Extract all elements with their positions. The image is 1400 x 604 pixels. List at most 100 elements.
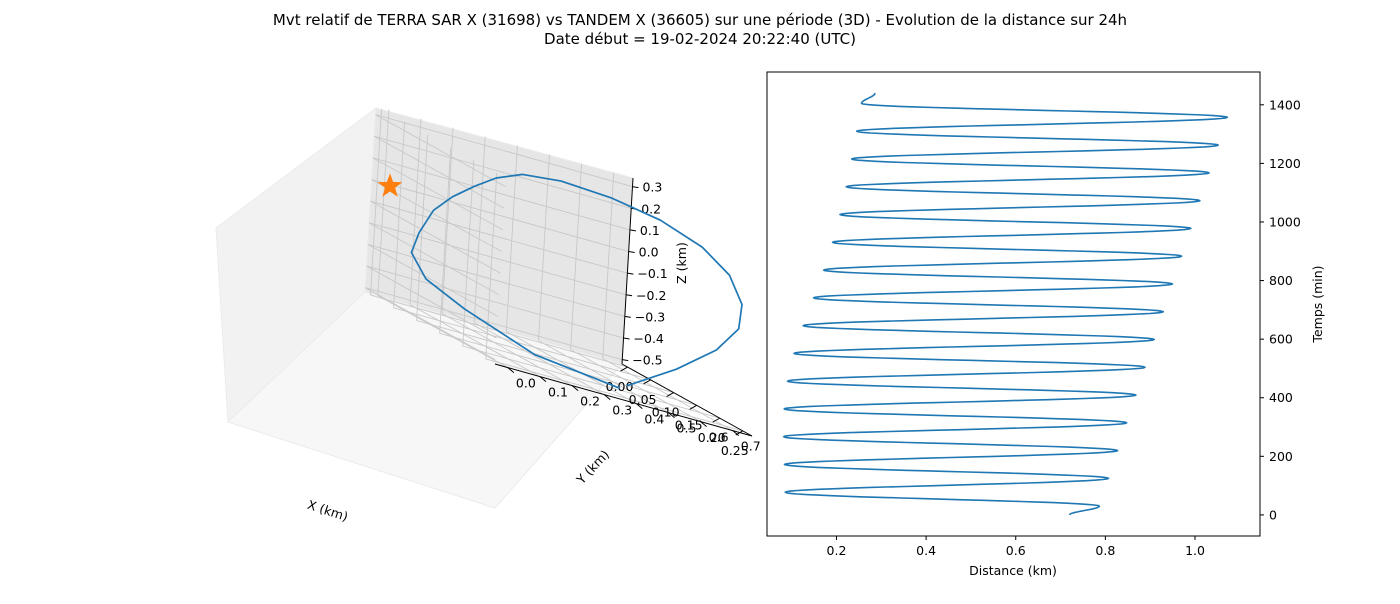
- grid-z-right: [366, 265, 624, 339]
- grid-x-wall: [393, 121, 406, 308]
- y-tick-label: 0.5: [677, 421, 697, 436]
- y-tick-label: 0.1: [548, 385, 568, 400]
- grid-x-wall: [485, 172, 498, 359]
- grid-z-left: [373, 135, 505, 209]
- x-tick-label-2d: 1.0: [1185, 543, 1205, 558]
- x-tick-label-2d: 0.6: [1006, 543, 1026, 558]
- y-tick-label: 0.7: [741, 439, 761, 454]
- y-tick-label: 0.2: [580, 394, 600, 409]
- x-tick-mark: [643, 379, 651, 385]
- x-axis-label-2d: Distance (km): [969, 563, 1057, 578]
- grid-z-left: [366, 265, 497, 339]
- axes-3d: 0.000.050.100.150.200.250.00.10.20.30.40…: [494, 177, 761, 458]
- x-tick-label: 0.20: [698, 430, 726, 445]
- trajectory-line: [410, 173, 743, 390]
- grid-z-left: [365, 287, 496, 361]
- grid-x-floor: [485, 358, 743, 432]
- distance-curve: [782, 92, 1229, 516]
- y-tick-label: 0.0: [516, 376, 536, 391]
- y-tick-mark: [507, 367, 515, 373]
- grid-x-wall: [439, 147, 452, 334]
- z-tick-mark: [622, 359, 629, 362]
- z-tick-mark: [626, 294, 633, 297]
- grid-y-wall: [377, 109, 390, 296]
- y-axis-line-3d: [621, 363, 753, 437]
- y-tick-label-2d: 200: [1269, 449, 1293, 464]
- y-tick-label-2d: 800: [1269, 273, 1293, 288]
- z-tick-label: −0.4: [634, 331, 664, 346]
- origin-star-marker: [377, 173, 403, 197]
- z-tick-label: 0.3: [642, 180, 662, 195]
- y-tick-label-2d: 0: [1269, 507, 1277, 522]
- x-axis-line-3d: [494, 363, 753, 437]
- grid-z-left: [367, 244, 499, 317]
- y-tick-label-2d: 1000: [1269, 214, 1301, 229]
- grid-z-right: [370, 200, 628, 274]
- y-tick-mark: [700, 421, 707, 427]
- axes-2d: 0.2 0.4 0.6 0.8 1.0 0 200 400 600 800 1000 1200 1400: [827, 97, 1301, 558]
- grid-x-floor: [393, 307, 651, 381]
- grid-z-right: [365, 287, 623, 361]
- grid-y-wall: [538, 154, 550, 341]
- x-tick-label: 0.15: [675, 417, 703, 432]
- y-axis-label-3d: Y (km): [573, 447, 612, 488]
- z-tick-label: −0.3: [635, 309, 665, 324]
- grid-y-floor: [409, 304, 541, 377]
- y-tick-mark: [603, 394, 611, 400]
- x-tick-label: 0.00: [606, 379, 634, 394]
- z-tick-label: −0.5: [632, 353, 662, 368]
- grid-y-wall: [505, 145, 518, 332]
- z-tick-mark: [623, 337, 630, 340]
- x-tick-label-2d: 0.8: [1095, 543, 1115, 558]
- grid-z-right: [371, 179, 629, 252]
- grid-y-floor: [570, 349, 701, 422]
- grid-x-floor: [439, 332, 697, 406]
- x-axis-label-3d: X (km): [306, 497, 350, 524]
- z-axis-line-3d: [621, 177, 634, 365]
- y-tick-mark: [732, 430, 740, 436]
- grid-y-wall: [570, 163, 583, 350]
- y-tick-mark: [668, 412, 675, 418]
- grid-y-floor: [441, 313, 573, 386]
- grid-z-right: [368, 222, 627, 296]
- grid-z-right: [372, 157, 631, 231]
- grid-z-right: [367, 243, 625, 317]
- x-tick-mark: [712, 417, 720, 423]
- grid-x-floor: [416, 320, 674, 394]
- z-tick-label: 0.2: [641, 201, 661, 216]
- chart-3d: 0.000.050.100.150.200.250.00.10.20.30.40…: [215, 106, 761, 524]
- grid-y-wall: [409, 118, 422, 305]
- z-tick-mark: [627, 272, 634, 275]
- y-tick-label-2d: 1400: [1269, 97, 1301, 112]
- z-tick-mark: [632, 186, 639, 189]
- grid-y-floor: [377, 295, 509, 368]
- series-3d: [377, 173, 743, 390]
- x-tick-mark: [666, 392, 674, 398]
- grid-x-floor: [462, 345, 720, 419]
- y-tick-label: 0.4: [644, 412, 664, 427]
- y-tick-label: 0.6: [709, 430, 729, 445]
- y-tick-label-2d: 1200: [1269, 156, 1301, 171]
- grid-y-wall: [473, 136, 486, 323]
- grid-y-wall: [602, 172, 615, 359]
- z-tick-mark: [624, 315, 631, 318]
- grid-y-floor: [602, 358, 733, 431]
- y-tick-label: 0.3: [612, 403, 632, 418]
- z-tick-label: 0.0: [639, 245, 659, 260]
- grid-y-floor: [538, 340, 669, 413]
- z-tick-mark: [629, 229, 637, 232]
- grid-z-right: [374, 135, 632, 209]
- x-tick-label: 0.25: [721, 443, 749, 458]
- y-tick-label-2d: 400: [1269, 390, 1293, 405]
- z-tick-label: 0.1: [640, 223, 660, 238]
- y-tick-mark: [571, 385, 579, 391]
- grid-y-floor: [474, 322, 605, 395]
- x-tick-mark: [620, 366, 628, 372]
- z-tick-label: −0.1: [637, 266, 667, 281]
- grid-z-left: [370, 200, 501, 274]
- grid-z-right: [375, 114, 633, 188]
- y-tick-label-2d: 600: [1269, 332, 1293, 347]
- grid-y-floor: [506, 331, 637, 404]
- x-tick-label-2d: 0.4: [916, 543, 936, 558]
